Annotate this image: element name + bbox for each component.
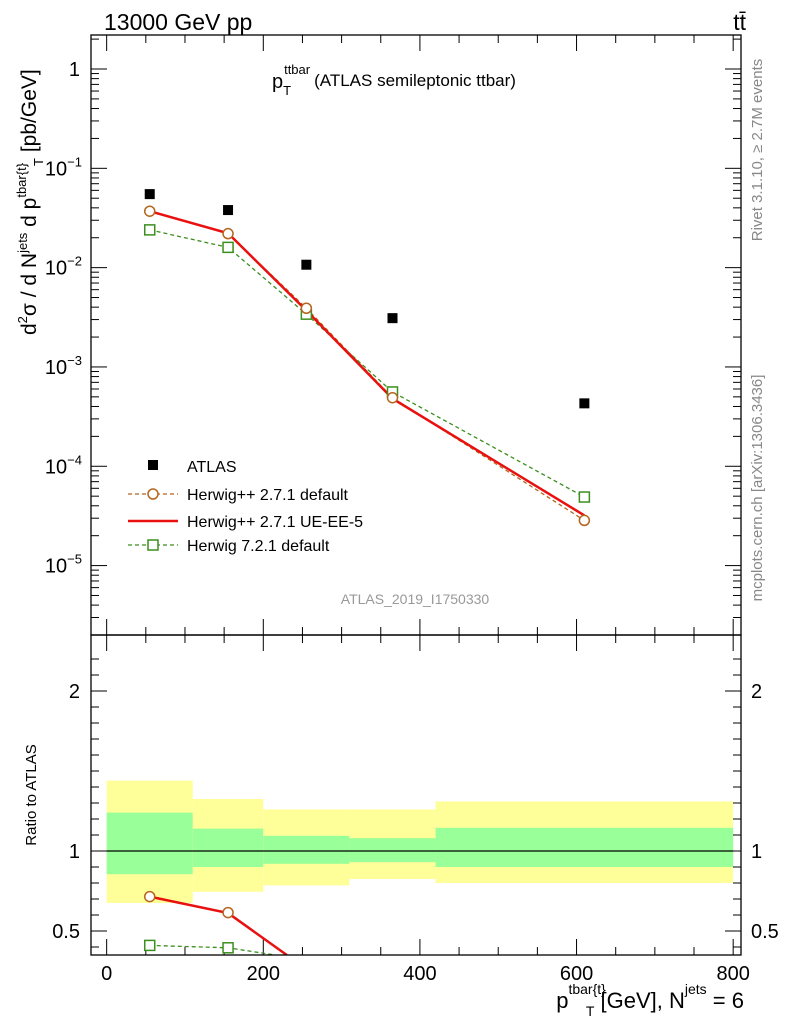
y-tick-label: 10−2 xyxy=(45,254,82,280)
legend-marker-atlas xyxy=(148,460,158,470)
point-h271 xyxy=(143,205,156,217)
point-h271 xyxy=(386,391,399,404)
ratio-line-h721 xyxy=(149,944,276,955)
x-tick-label: 0 xyxy=(101,963,112,985)
point-h721 xyxy=(222,241,234,254)
point-h271 xyxy=(300,302,313,315)
ratio-series-clipped xyxy=(143,890,288,955)
x-tick-label: 400 xyxy=(403,963,436,985)
point-h271 xyxy=(578,514,591,527)
x-tick-label: 800 xyxy=(716,963,749,985)
y-tick-label: 1 xyxy=(69,59,80,81)
legend-label-atlas: ATLAS xyxy=(187,459,237,476)
ratio-tick-label-right: 2 xyxy=(751,681,762,703)
header-right: tt̄ xyxy=(733,9,746,35)
point-h721 xyxy=(578,491,591,503)
ratio-point-h271 xyxy=(143,890,156,903)
ratio-point-h721 xyxy=(222,942,234,954)
legend-label-h271ue: Herwig++ 2.7.1 UE-EE-5 xyxy=(187,514,363,531)
legend-label-h271: Herwig++ 2.7.1 default xyxy=(187,487,349,504)
ratio-tick-label: 0.5 xyxy=(52,921,80,943)
ratio-point-h271 xyxy=(222,906,234,919)
ratio-band-inner xyxy=(106,812,193,875)
ratio-tick-label: 1 xyxy=(69,841,80,863)
title-extra: (ATLAS semileptonic ttbar) xyxy=(314,71,516,90)
point-h721 xyxy=(143,224,156,236)
ratio-tick-label-right: 1 xyxy=(751,841,762,863)
y-tick-label: 10−1 xyxy=(45,154,82,180)
y-tick-label: 10−3 xyxy=(45,353,82,379)
point-atlas xyxy=(223,205,234,216)
line-h721 xyxy=(149,229,585,498)
ratio-band-inner xyxy=(349,838,436,863)
y-tick-label: 10−4 xyxy=(45,452,82,478)
legend-marker-h721 xyxy=(147,539,159,551)
point-atlas xyxy=(144,189,155,200)
point-atlas xyxy=(579,398,590,409)
ratio-band-inner xyxy=(435,827,734,867)
header-left: 13000 GeV pp xyxy=(104,9,252,35)
ratio-tick-label-right: 0.5 xyxy=(751,921,779,943)
main-series xyxy=(143,189,591,527)
legend-marker-h271 xyxy=(147,488,159,500)
ratio-series xyxy=(143,890,288,955)
ratio-line-h271 xyxy=(149,895,288,955)
ratio-point-h721 xyxy=(143,939,156,952)
main-axis-ticks: 1 10−1 10−2 10−3 10−4 10−5 0 200 400 600 800 xyxy=(45,35,750,985)
y-axis-label: d2σ / d Njets d ptbar{t}T [pb/GeV] xyxy=(14,69,46,335)
ratio-axis-ticks: 2 2 1 1 0.5 0.5 xyxy=(52,658,779,948)
ratio-bands xyxy=(106,780,734,903)
x-axis-label: ptbar{t} T [GeV], Njets = 6 xyxy=(556,981,744,1019)
y-tick-label: 10−5 xyxy=(45,552,82,578)
legend: ATLAS Herwig++ 2.7.1 default Herwig++ 2.… xyxy=(128,459,363,555)
ratio-y-axis-label: Ratio to ATLAS xyxy=(23,744,40,845)
analysis-id: ATLAS_2019_I1750330 xyxy=(341,591,490,607)
title-main: p xyxy=(272,71,283,93)
plot-title: pTttbar(ATLAS semileptonic ttbar) xyxy=(272,62,516,98)
x-tick-label: 600 xyxy=(560,963,593,985)
x-tick-label: 200 xyxy=(247,963,280,985)
ratio-band-inner xyxy=(192,828,264,867)
mcplots-label: mcplots.cern.ch [arXiv:1306.3436] xyxy=(749,375,766,602)
point-atlas xyxy=(387,313,398,324)
ratio-tick-label: 2 xyxy=(69,681,80,703)
title-sub: T xyxy=(283,83,291,98)
ratio-line-h271ue xyxy=(149,895,288,955)
legend-label-h721: Herwig 7.2.1 default xyxy=(187,538,330,555)
point-atlas xyxy=(301,259,312,270)
point-h271 xyxy=(222,227,234,240)
ratio-frame xyxy=(90,634,742,956)
rivet-label: Rivet 3.1.10, ≥ 2.7M events xyxy=(749,59,766,242)
ratio-band-inner xyxy=(263,835,350,864)
title-sup: ttbar xyxy=(284,62,311,77)
